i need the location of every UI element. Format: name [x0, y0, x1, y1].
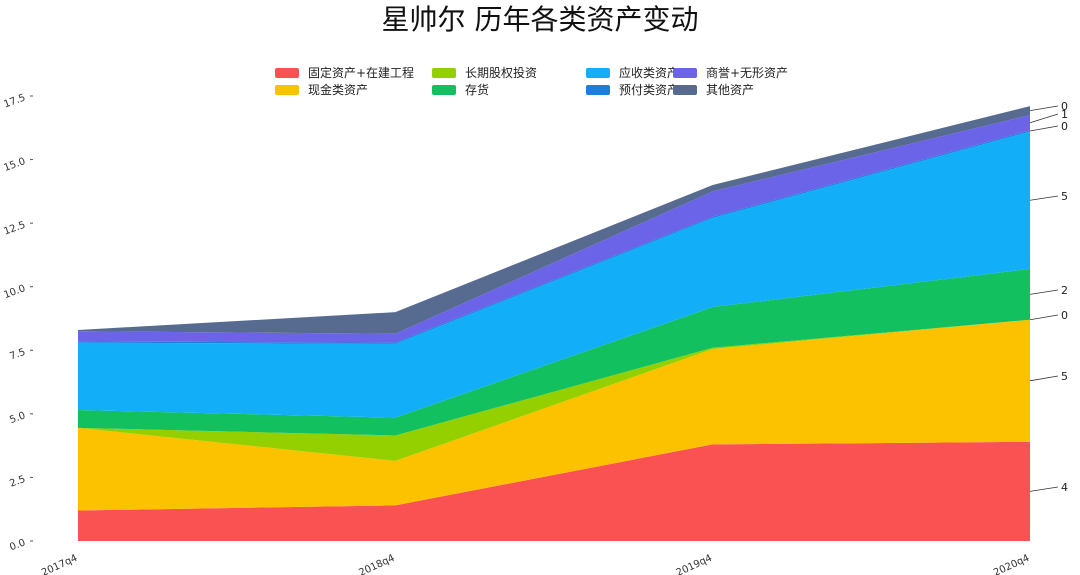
y-tick-label: 7.5 — [8, 347, 27, 363]
legend-label: 应收类资产 — [619, 65, 679, 80]
x-tick-label: 2020q4 — [992, 553, 1031, 575]
area-series — [78, 441, 1030, 541]
legend-swatch — [673, 85, 697, 95]
y-tick-label: 5.0 — [8, 410, 27, 426]
area-series — [78, 268, 1030, 436]
legend-label: 现金类资产 — [308, 82, 368, 97]
chart-title: 星帅尔 历年各类资产变动 — [382, 3, 699, 36]
y-tick-label: 17.5 — [2, 92, 27, 110]
legend-swatch — [275, 68, 299, 78]
end-label: 0 — [1061, 120, 1068, 133]
x-tick-label: 2018q4 — [357, 553, 396, 575]
y-tick-label: 2.5 — [8, 474, 27, 490]
legend-label: 预付类资产 — [619, 83, 679, 97]
end-label: 5 — [1061, 190, 1068, 203]
y-tick-label: 10.0 — [2, 283, 27, 301]
x-tick-label: 2019q4 — [675, 553, 714, 575]
legend-label: 商誉+无形资产 — [706, 65, 788, 80]
y-axis: 0.0 2.5 5.0 7.5 10.0 12.5 15.0 17.5 — [2, 92, 33, 553]
end-label-leader — [1029, 375, 1059, 382]
end-label: 0 — [1061, 309, 1068, 322]
end-label-leader — [1029, 195, 1059, 201]
legend-swatch — [432, 68, 456, 78]
x-tick-label: 2017q4 — [40, 553, 79, 575]
area-layers — [78, 106, 1030, 541]
area-series — [78, 131, 1030, 418]
end-label: 5 — [1061, 370, 1068, 383]
x-axis: 2017q4 2018q4 2019q4 2020q4 — [40, 553, 1031, 575]
end-label-leader — [1029, 125, 1059, 132]
legend-swatch — [432, 85, 456, 95]
area-series — [78, 319, 1030, 511]
end-label: 0 — [1061, 100, 1068, 113]
end-label-leader — [1029, 314, 1059, 321]
legend-label: 其他资产 — [706, 83, 754, 97]
y-tick-label: 0.0 — [8, 537, 27, 553]
end-label: 1 — [1061, 108, 1068, 121]
legend-swatch — [586, 85, 610, 95]
end-label: 4 — [1061, 481, 1068, 494]
legend-swatch — [275, 85, 299, 95]
end-label-leader — [1029, 486, 1059, 492]
end-label-leader — [1029, 113, 1059, 124]
legend-label: 固定资产+在建工程 — [308, 65, 414, 80]
legend-label: 长期股权投资 — [465, 65, 537, 80]
legend-swatch — [673, 68, 697, 78]
legend-label: 存货 — [465, 82, 489, 97]
y-tick-label: 15.0 — [2, 156, 27, 174]
y-tick-label: 12.5 — [2, 220, 27, 238]
legend-swatch — [586, 68, 610, 78]
end-label: 2 — [1061, 284, 1068, 297]
end-label-leader — [1029, 105, 1059, 112]
end-label-leader — [1029, 289, 1059, 295]
